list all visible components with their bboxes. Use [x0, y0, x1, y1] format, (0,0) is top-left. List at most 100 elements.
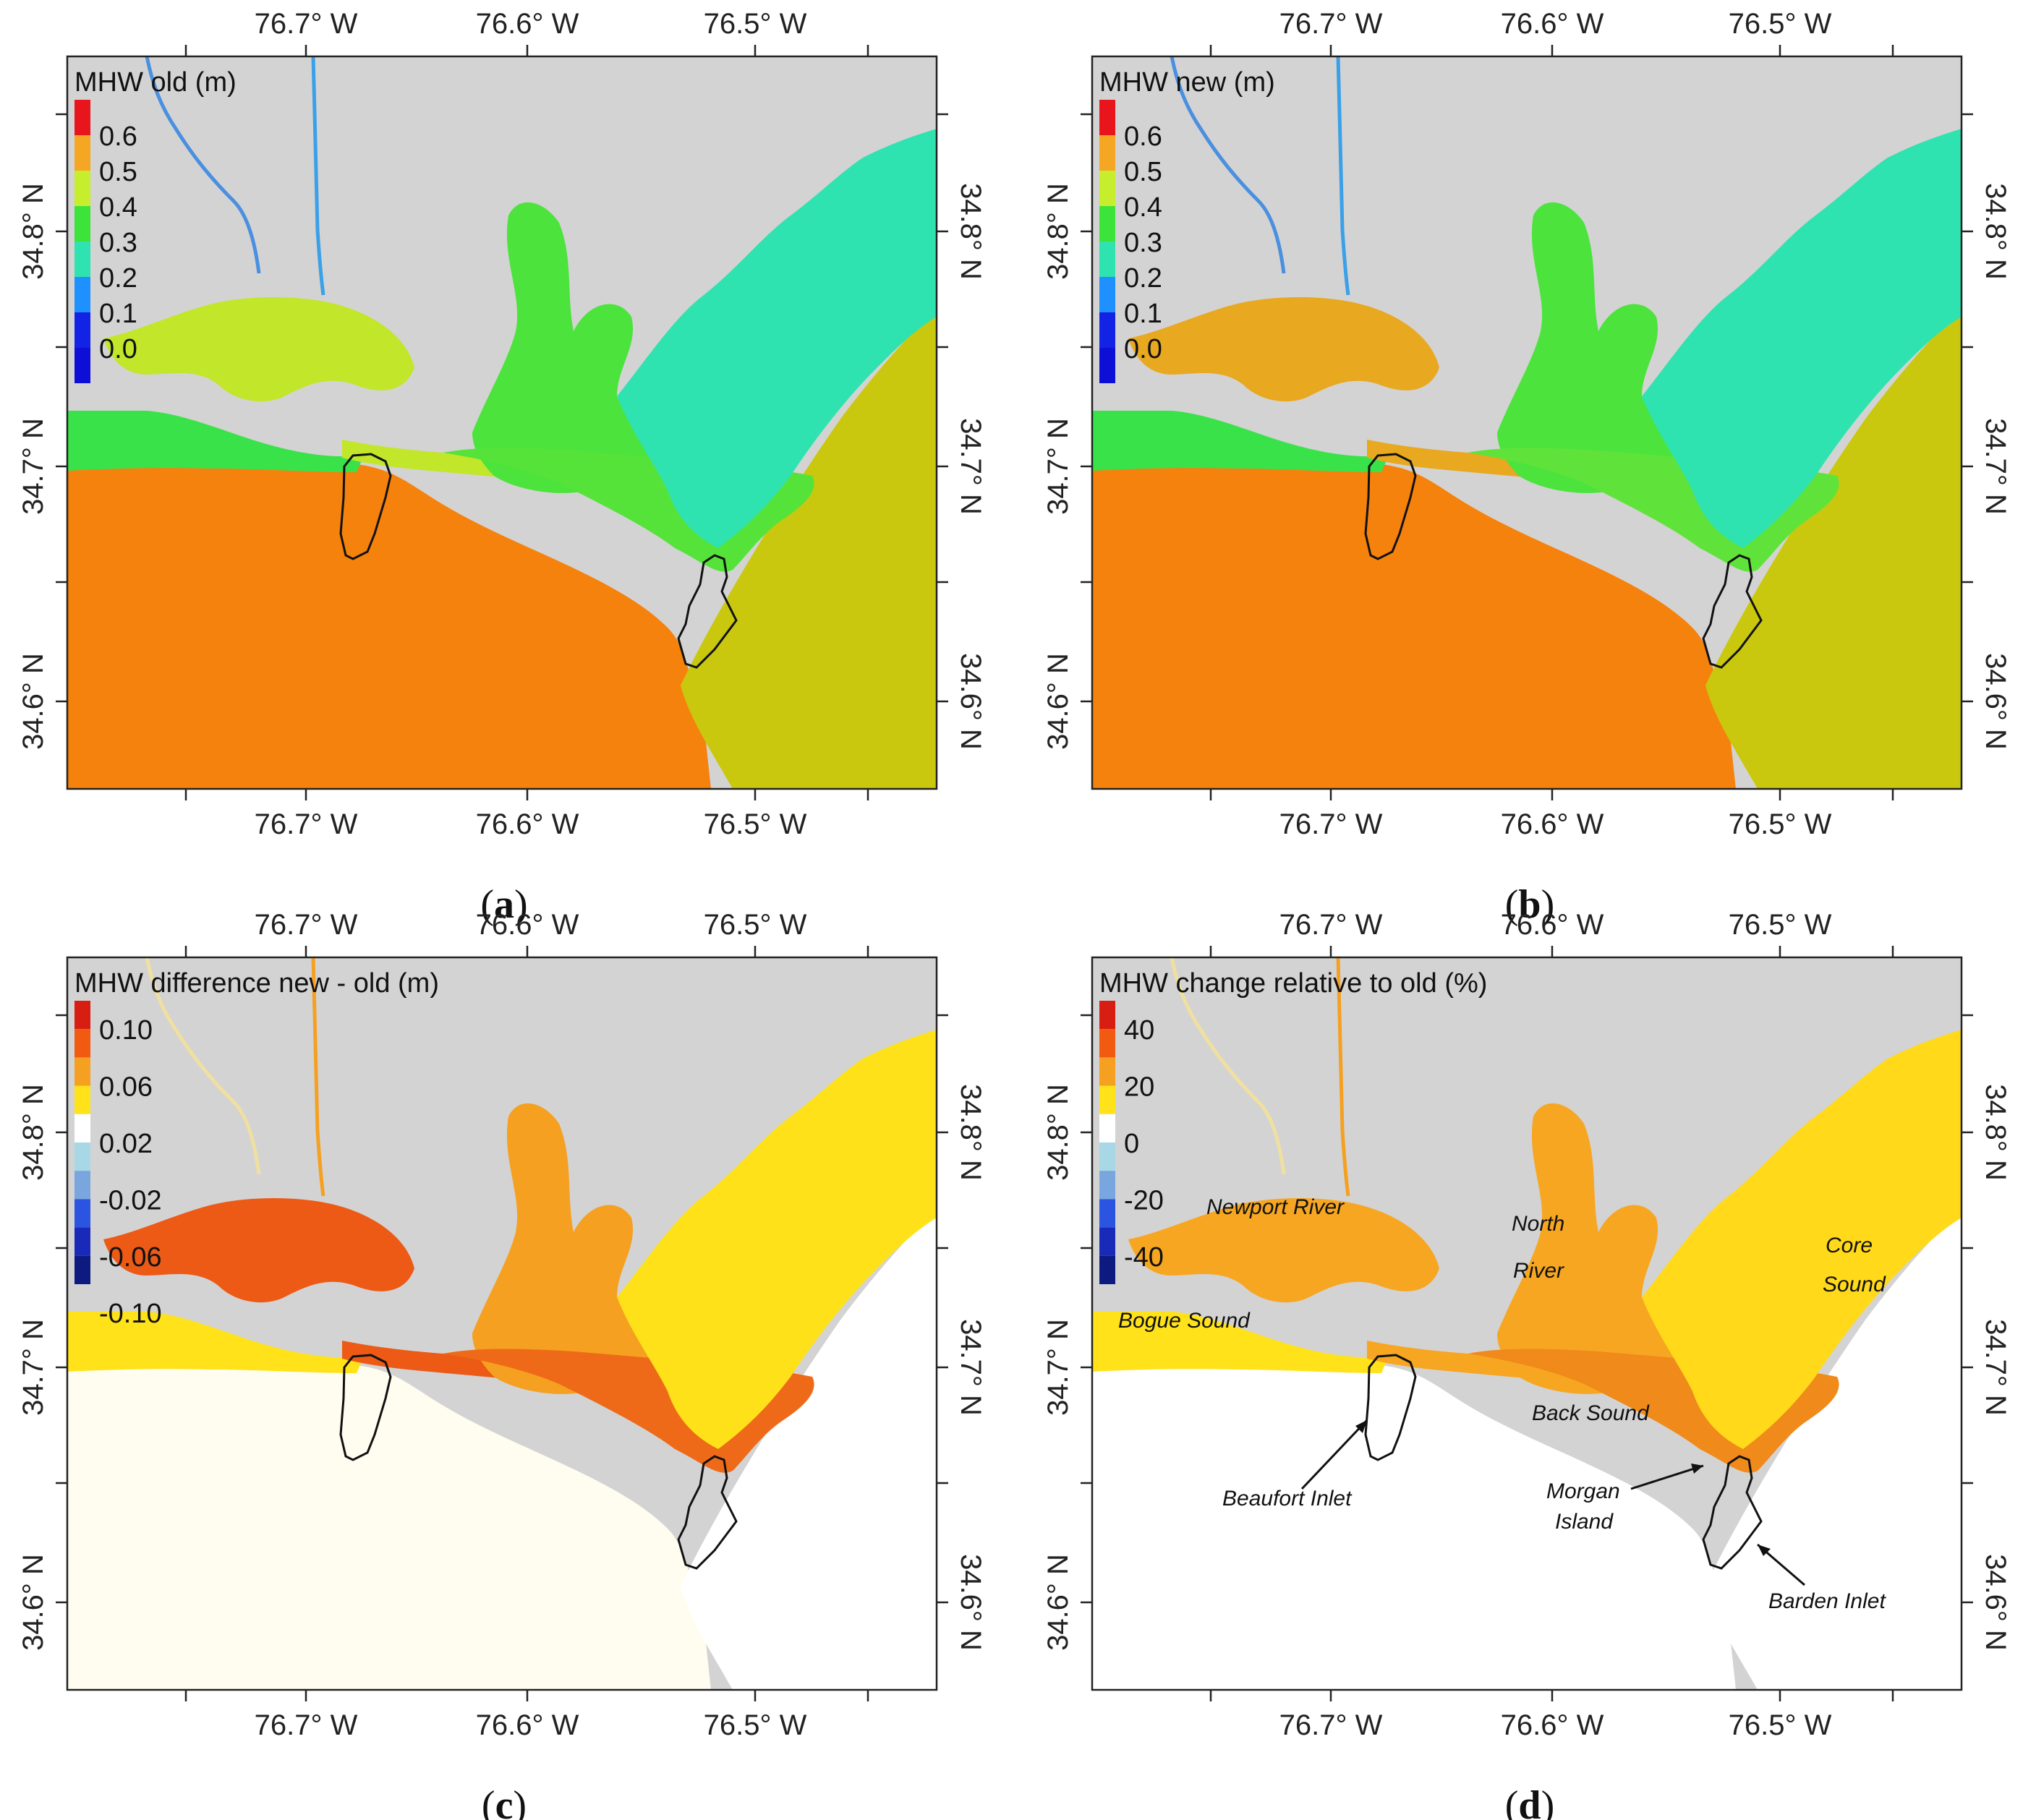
legend-swatch — [1099, 1171, 1115, 1200]
ocean-area — [1092, 1363, 1736, 1690]
x-tick-label-bottom: 76.7° W — [255, 1709, 358, 1741]
map-frame — [66, 55, 938, 790]
legend-label: 40 — [1124, 1015, 1154, 1046]
legend-swatch — [74, 1057, 90, 1086]
legend-swatch — [1099, 1114, 1115, 1142]
x-tick-label-top: 76.6° W — [476, 8, 579, 40]
river-channel-north — [311, 56, 325, 296]
north-river-water — [472, 1103, 675, 1394]
y-tick-label-left: 34.8° N — [17, 183, 49, 280]
map-area — [67, 957, 937, 1690]
legend-title: MHW difference new - old (m) — [74, 968, 439, 999]
legend-swatch — [74, 1001, 90, 1030]
legend-swatch — [74, 1199, 90, 1228]
y-tick-label-left: 34.8° N — [1042, 1084, 1074, 1181]
panel-d: 76.7° W 76.7° W 76.6° W 76.6° W 76.5° W 76.5°… — [1042, 909, 2011, 1820]
legend-title: MHW change relative to old (%) — [1099, 968, 1487, 999]
y-tick-label-left: 34.6° N — [1042, 653, 1074, 750]
legend-swatch — [1099, 1142, 1115, 1171]
legend-swatch — [74, 348, 90, 383]
y-tick-label-right: 34.7° N — [955, 1319, 987, 1416]
legend: MHW new (m) 0.6 0.5 0.4 0.3 0.2 0.1 0.0 — [1099, 67, 1275, 383]
x-tick-label-bottom: 76.6° W — [1501, 1709, 1604, 1741]
x-tick-label-top: 76.7° W — [255, 8, 358, 40]
morgan-arrow — [1630, 1464, 1704, 1490]
legend-swatch — [74, 1085, 90, 1114]
place-label-beaufort: Beaufort Inlet — [1222, 1487, 1353, 1511]
y-tick-label-left: 34.6° N — [17, 1554, 49, 1651]
y-tick-label-right: 34.6° N — [955, 1554, 987, 1651]
x-tick-label-top: 76.6° W — [1501, 8, 1604, 40]
legend-label: 0.3 — [1124, 228, 1162, 258]
x-tick-label-top: 76.6° W — [476, 909, 579, 941]
place-label-north_1: North — [1512, 1212, 1564, 1236]
x-tick-label-top: 76.5° W — [704, 909, 807, 941]
intracoastal-channel — [342, 440, 530, 479]
x-tick-label-bottom: 76.7° W — [1279, 808, 1383, 840]
river-channel-west — [145, 56, 261, 274]
bogue-sound-water — [1092, 1312, 1389, 1373]
legend-swatch — [1099, 1085, 1115, 1114]
legend-label: 0.0 — [99, 334, 137, 364]
x-tick-label-top: 76.7° W — [1279, 8, 1383, 40]
map-area — [1092, 957, 1962, 1690]
legend-label: 20 — [1124, 1072, 1154, 1103]
legend-swatch — [1099, 100, 1115, 135]
legend-swatch — [1099, 171, 1115, 206]
legend-swatch — [74, 1114, 90, 1142]
legend-swatch — [74, 1142, 90, 1171]
river-channel-west — [1170, 957, 1286, 1175]
place-label-north_2: River — [1513, 1259, 1564, 1283]
legend-label: -0.02 — [99, 1185, 162, 1216]
y-tick-label-left: 34.8° N — [17, 1084, 49, 1181]
core-sound-water — [617, 1030, 937, 1449]
legend-label: 0.4 — [99, 192, 137, 223]
x-tick-label-bottom: 76.5° W — [1729, 1709, 1832, 1741]
legend-label: 0.3 — [99, 228, 137, 258]
y-tick-label-right: 34.8° N — [1980, 1084, 2011, 1181]
legend-swatch — [1099, 312, 1115, 348]
x-tick-label-bottom: 76.5° W — [1729, 808, 1832, 840]
river-channel-north — [1336, 56, 1350, 296]
river-channel-north — [311, 957, 325, 1197]
x-tick-label-top: 76.5° W — [704, 8, 807, 40]
map-frame — [66, 956, 938, 1691]
x-tick-label-top: 76.7° W — [255, 909, 358, 941]
x-tick-label-bottom: 76.5° W — [704, 808, 807, 840]
morgan-island-outline — [677, 1455, 738, 1570]
intracoastal-channel — [1367, 1341, 1555, 1380]
panel-c: 76.7° W 76.7° W 76.6° W 76.6° W 76.5° W 76.5°… — [17, 909, 987, 1820]
y-tick-label-right: 34.7° N — [1980, 1319, 2011, 1416]
legend-swatch — [74, 135, 90, 171]
north-river-water — [1497, 1103, 1700, 1394]
morgan-arrow-head — [1691, 1464, 1703, 1474]
y-tick-label-right: 34.7° N — [1980, 418, 2011, 515]
y-tick-label-left: 34.8° N — [1042, 183, 1074, 280]
y-tick-label-left: 34.6° N — [1042, 1554, 1074, 1651]
legend-swatch — [1099, 348, 1115, 383]
y-tick-label-left: 34.6° N — [17, 653, 49, 750]
map-frame — [1091, 55, 1963, 790]
x-tick-label-bottom: 76.7° W — [255, 808, 358, 840]
map-frame — [1091, 956, 1963, 1691]
map-area — [67, 56, 937, 789]
legend-title: MHW new (m) — [1099, 67, 1275, 98]
place-label-barden: Barden Inlet — [1768, 1589, 1886, 1613]
legend-label: 0.1 — [1124, 299, 1162, 329]
place-label-back: Back Sound — [1532, 1401, 1650, 1425]
legend-label: 0.06 — [99, 1072, 153, 1103]
legend-title: MHW old (m) — [74, 67, 237, 98]
beaufort-inlet-outline — [339, 1354, 392, 1461]
y-tick-label-right: 34.6° N — [1980, 653, 2011, 750]
legend-label: -20 — [1124, 1185, 1164, 1216]
x-tick-label-bottom: 76.7° W — [1279, 1709, 1383, 1741]
panel-caption: (c) — [482, 1783, 527, 1820]
place-label-morgan_2: Island — [1555, 1510, 1614, 1534]
core-sound-water — [1642, 1030, 1962, 1449]
y-tick-label-right: 34.7° N — [955, 418, 987, 515]
x-tick-label-bottom: 76.6° W — [476, 808, 579, 840]
legend-swatch — [1099, 242, 1115, 277]
legend-swatch — [74, 1029, 90, 1058]
legend-label: -0.10 — [99, 1299, 162, 1329]
legend-swatch — [74, 1255, 90, 1284]
